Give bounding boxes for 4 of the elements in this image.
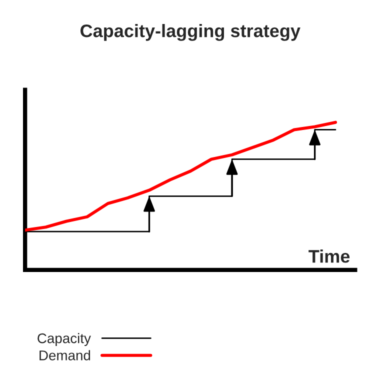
- chart-title: Capacity-lagging strategy: [80, 24, 300, 41]
- legend-label: Capacity: [38, 333, 91, 346]
- legend-label: Demand: [40, 350, 90, 360]
- x-axis-title: Time: [308, 250, 350, 263]
